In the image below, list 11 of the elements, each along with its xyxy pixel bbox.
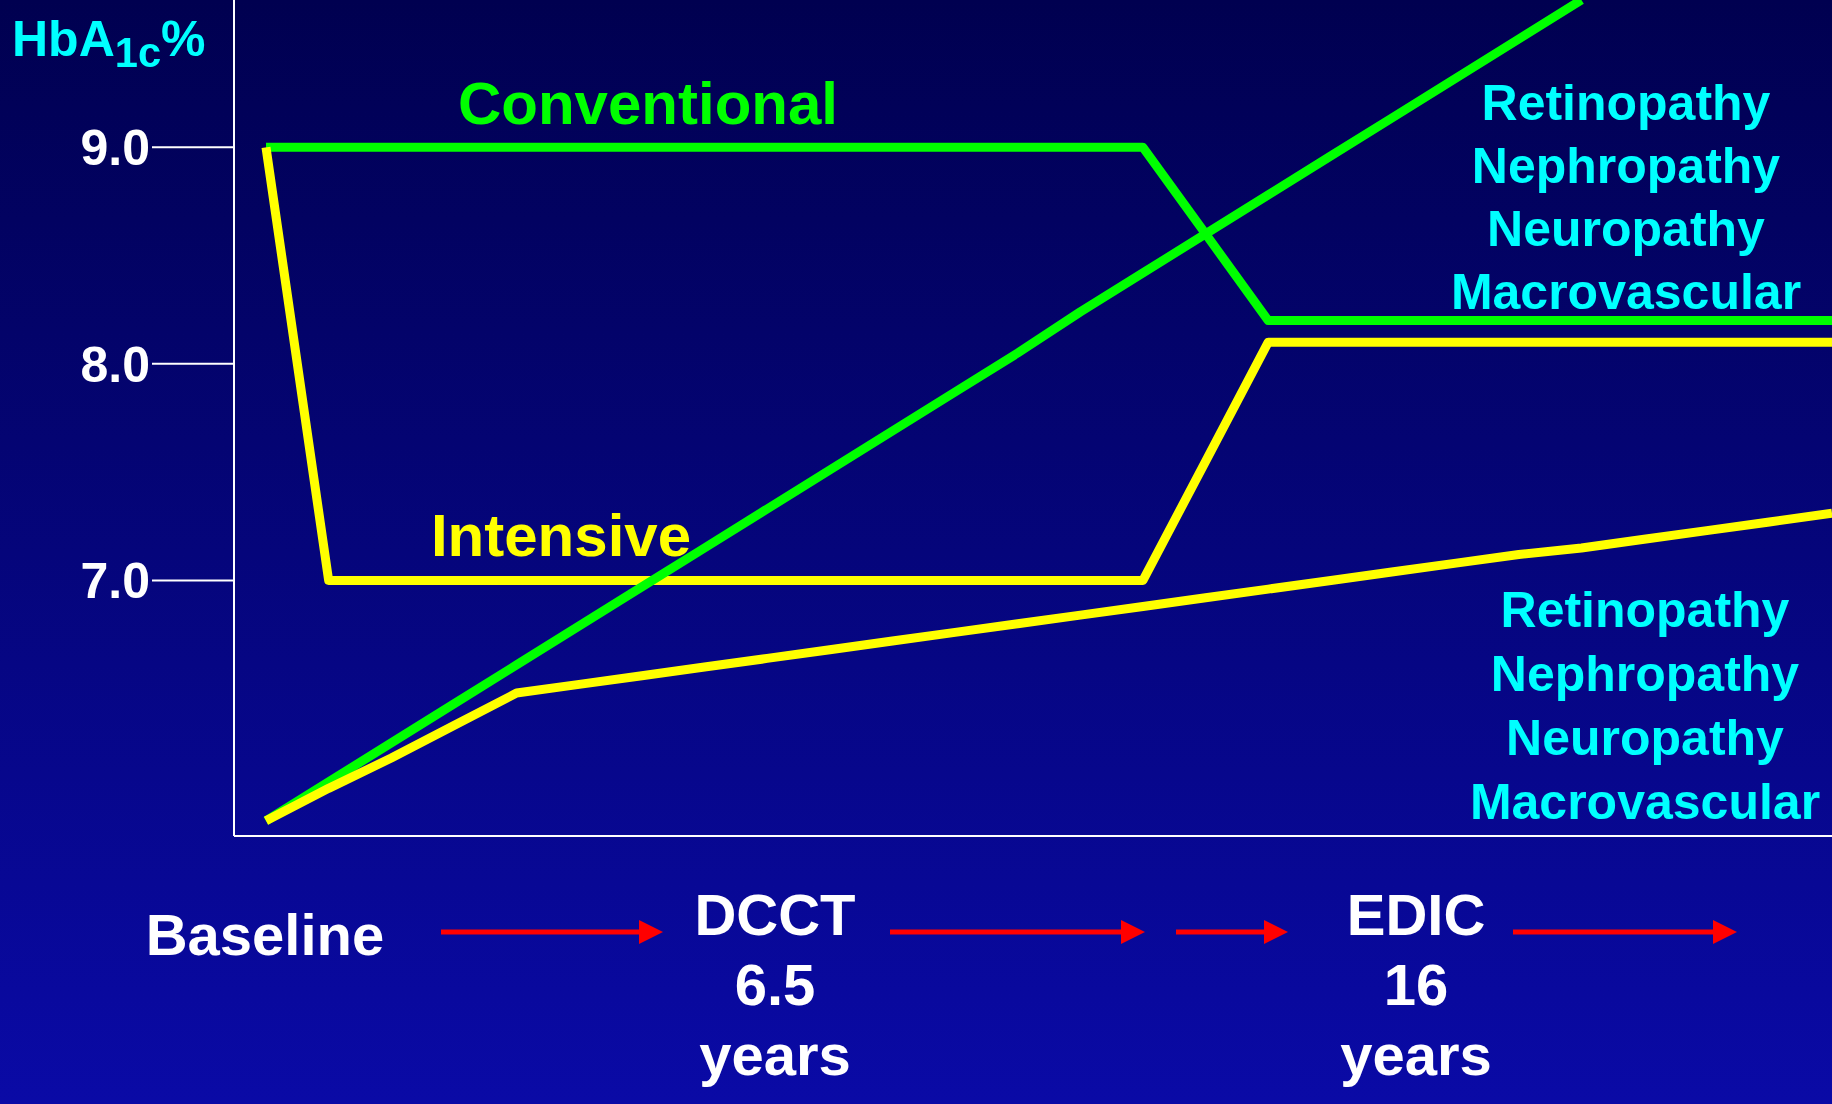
y-axis-title: HbA$_{1c}$% [12, 10, 206, 77]
series-label: Intensive [430, 500, 692, 570]
annotation: Retinopathy Nephropathy Neuropathy Macrovascular [1450, 74, 1802, 322]
text: DCCT 6.5 years [694, 881, 856, 1089]
series-label: Conventional [457, 68, 839, 138]
y-tick-label: 8.0 [80, 336, 150, 393]
y-tick-label: 9.0 [80, 120, 150, 177]
text: Baseline [145, 901, 385, 969]
text: EDIC 16 years [1340, 881, 1492, 1089]
annotation: Retinopathy Nephropathy Neuropathy Macrovascular [1469, 581, 1821, 832]
y-tick-label: 7.0 [80, 553, 150, 610]
